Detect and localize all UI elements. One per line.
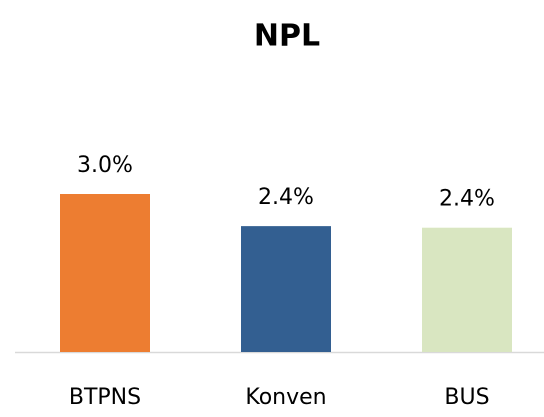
value-label: 2.4% xyxy=(439,187,495,212)
bar xyxy=(241,226,331,352)
x-tick-label: Konven xyxy=(245,385,326,410)
value-label: 2.4% xyxy=(258,185,314,210)
bar xyxy=(422,227,512,352)
bar xyxy=(60,194,150,352)
x-tick-label: BUS xyxy=(444,385,489,410)
x-tick-label: BTPNS xyxy=(69,385,141,410)
chart-title: NPL xyxy=(254,19,320,54)
value-label: 3.0% xyxy=(77,153,133,178)
